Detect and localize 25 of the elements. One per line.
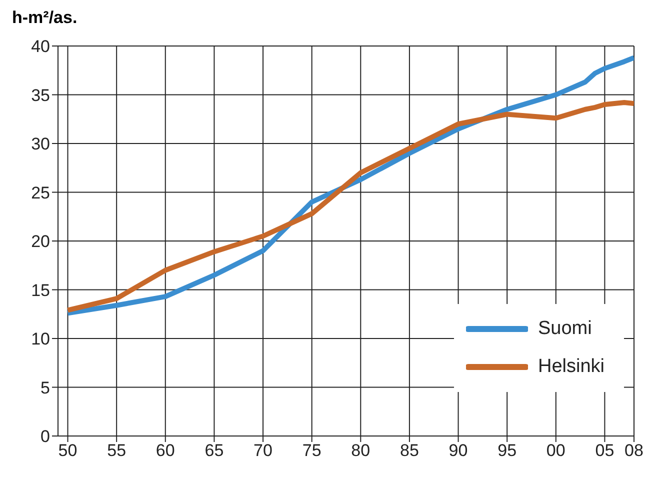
x-tick-label: 55: [107, 441, 126, 460]
legend-label: Suomi: [538, 318, 592, 340]
x-tick-label: 70: [254, 441, 272, 460]
y-tick-label: 20: [31, 232, 50, 252]
y-tick-label: 30: [31, 134, 50, 154]
x-tick-label: 90: [448, 441, 468, 460]
y-axis-title: h-m²/as.: [11, 8, 78, 29]
y-tick-label: 15: [31, 280, 50, 300]
x-tick-label: 95: [498, 441, 517, 460]
x-tick-label: 60: [156, 441, 175, 460]
y-tick-label: 25: [31, 183, 50, 202]
x-tick-label: 85: [400, 441, 419, 460]
y-tick-label: 5: [40, 378, 50, 398]
x-tick-label: 65: [204, 441, 224, 460]
y-tick-label: 10: [31, 330, 50, 349]
legend-label: Helsinki: [538, 356, 605, 378]
y-tick-label: 40: [31, 37, 50, 56]
y-tick-label: 0: [40, 427, 50, 446]
x-tick-label: 75: [302, 441, 322, 460]
x-tick-label: 05: [595, 441, 614, 460]
y-tick-label: 35: [31, 86, 50, 105]
x-tick-label: 00: [546, 441, 566, 460]
x-tick-label: 50: [58, 441, 78, 460]
x-tick-label: 08: [624, 441, 644, 460]
x-tick-label: 80: [351, 441, 370, 460]
